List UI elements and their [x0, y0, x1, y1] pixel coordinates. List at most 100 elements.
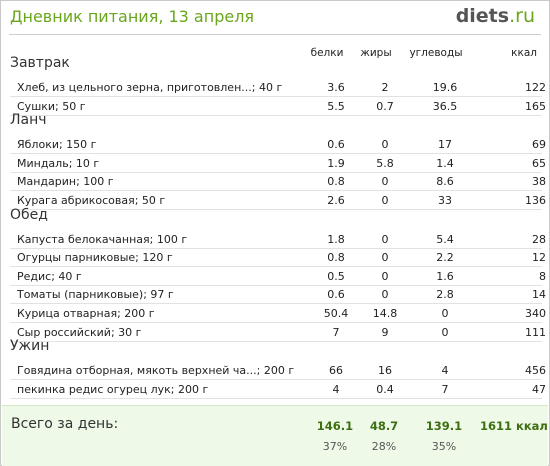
food-row[interactable]: Капуста белокачанная; 100 г 1.8 0 5.4 28 [10, 231, 546, 249]
food-row[interactable]: пекинка редис огурец лук; 200 г 4 0.4 7 47 [10, 381, 546, 399]
food-fat: 0 [381, 269, 389, 283]
food-carbs: 1.6 [436, 269, 454, 283]
food-carbs: 1.4 [436, 156, 454, 170]
food-row[interactable]: Сыр российский; 30 г 7 9 0 111 [10, 324, 546, 342]
page-title: Дневник питания, 13 апреля [10, 7, 255, 26]
food-fat: 0 [381, 138, 389, 152]
food-protein: 66 [329, 364, 343, 378]
total-carbs: 139.1 [425, 419, 463, 433]
food-carbs: 7 [441, 382, 449, 396]
food-fat: 2 [381, 81, 389, 94]
food-protein: 5.5 [327, 99, 345, 113]
food-fat: 0 [381, 175, 389, 189]
food-row[interactable]: Миндаль; 10 г 1.9 5.8 1.4 65 [10, 155, 546, 173]
food-carbs: 19.6 [432, 81, 458, 94]
food-row[interactable]: Редис; 40 г 0.5 0 1.6 8 [10, 268, 546, 286]
site-logo[interactable]: diets.ru [456, 5, 535, 27]
food-protein: 1.8 [327, 232, 345, 246]
food-row[interactable]: Мандарин; 100 г 0.8 0 8.6 38 [10, 173, 546, 192]
total-kcal: 1611 ккал [480, 419, 548, 433]
total-protein: 146.1 [316, 419, 354, 433]
food-name: Курица отварная; 200 г [17, 307, 155, 320]
food-protein: 2.6 [327, 194, 345, 207]
food-carbs: 8.6 [436, 175, 454, 189]
totals-label: Всего за день: [11, 416, 119, 432]
food-protein: 0.8 [327, 175, 345, 189]
protein-percent: 37% [322, 440, 348, 453]
food-kcal: 28 [532, 232, 546, 246]
food-fat: 14.8 [372, 307, 398, 320]
food-kcal: 340 [525, 307, 546, 320]
food-kcal: 165 [525, 99, 546, 113]
food-name: Сушки; 50 г [17, 99, 86, 113]
section-title: Обед [10, 206, 48, 223]
food-name: Говядина отборная, мякоть верхней ча...;… [17, 364, 295, 378]
food-name: Огурцы парниковые; 120 г [17, 251, 173, 265]
food-name: пекинка редис огурец лук; 200 г [17, 382, 209, 396]
food-row[interactable]: Говядина отборная, мякоть верхней ча...;… [10, 362, 546, 381]
carbs-percent: 35% [431, 440, 457, 453]
food-protein: 0.5 [327, 269, 345, 283]
food-kcal: 38 [532, 175, 546, 189]
food-carbs: 2.2 [436, 251, 454, 265]
food-name: Мандарин; 100 г [17, 175, 114, 189]
food-protein: 3.6 [327, 81, 345, 94]
food-row[interactable]: Курага абрикосовая; 50 г 2.6 0 33 136 [10, 192, 546, 210]
food-row[interactable]: Хлеб, из цельного зерна, приготовлен...;… [10, 79, 546, 97]
total-fat: 48.7 [369, 419, 399, 433]
food-row[interactable]: Томаты (парниковые); 97 г 0.6 0 2.8 14 [10, 286, 546, 305]
food-protein: 4 [332, 382, 340, 396]
food-name: Сыр российский; 30 г [17, 325, 142, 339]
food-protein: 50.4 [323, 307, 349, 320]
fat-percent: 28% [371, 440, 397, 453]
food-fat: 0 [381, 232, 389, 246]
food-fat: 9 [381, 325, 389, 339]
food-carbs: 17 [438, 138, 452, 152]
food-carbs: 2.8 [436, 288, 454, 302]
food-kcal: 12 [532, 251, 546, 265]
food-kcal: 136 [525, 194, 546, 207]
col-header-fat: жиры [360, 47, 392, 59]
food-carbs: 0 [441, 307, 449, 320]
food-kcal: 69 [532, 138, 546, 152]
food-fat: 16 [378, 364, 392, 378]
food-name: Миндаль; 10 г [17, 156, 100, 170]
food-fat: 5.8 [376, 156, 394, 170]
food-kcal: 8 [539, 269, 546, 283]
daily-totals: Всего за день: 146.1 48.7 139.1 1611 кка… [2, 405, 548, 466]
section-title: Ужин [10, 338, 50, 355]
food-fat: 0 [381, 288, 389, 302]
col-header-carbs: углеводы [409, 47, 463, 59]
food-row[interactable]: Яблоки; 150 г 0.6 0 17 69 [10, 136, 546, 155]
food-carbs: 33 [438, 194, 452, 207]
food-carbs: 4 [441, 364, 449, 378]
logo-main-text: diets [455, 5, 510, 27]
food-name: Хлеб, из цельного зерна, приготовлен...;… [17, 81, 283, 94]
food-protein: 0.6 [327, 288, 345, 302]
food-kcal: 122 [525, 81, 546, 94]
food-name: Яблоки; 150 г [17, 138, 97, 152]
food-row[interactable]: Курица отварная; 200 г 50.4 14.8 0 340 [10, 305, 546, 323]
food-protein: 0.6 [327, 138, 345, 152]
food-kcal: 111 [525, 325, 546, 339]
section-title: Ланч [10, 112, 47, 129]
food-protein: 7 [332, 325, 340, 339]
food-kcal: 456 [525, 364, 546, 378]
food-kcal: 47 [532, 382, 546, 396]
food-fat: 0.4 [376, 382, 394, 396]
header-divider [9, 34, 541, 35]
food-row[interactable]: Огурцы парниковые; 120 г 0.8 0 2.2 12 [10, 249, 546, 268]
food-protein: 0.8 [327, 251, 345, 265]
food-carbs: 36.5 [432, 99, 458, 113]
section-title: Завтрак [10, 55, 70, 71]
col-header-kcal: ккал [511, 47, 537, 59]
food-kcal: 65 [532, 156, 546, 170]
col-header-protein: белки [310, 47, 344, 59]
food-row[interactable]: Сушки; 50 г 5.5 0.7 36.5 165 [10, 98, 546, 116]
food-name: Курага абрикосовая; 50 г [17, 194, 166, 207]
food-carbs: 5.4 [436, 232, 454, 246]
food-carbs: 0 [441, 325, 449, 339]
food-name: Капуста белокачанная; 100 г [17, 232, 188, 246]
column-headers: белки жиры углеводы ккал [1, 45, 550, 61]
